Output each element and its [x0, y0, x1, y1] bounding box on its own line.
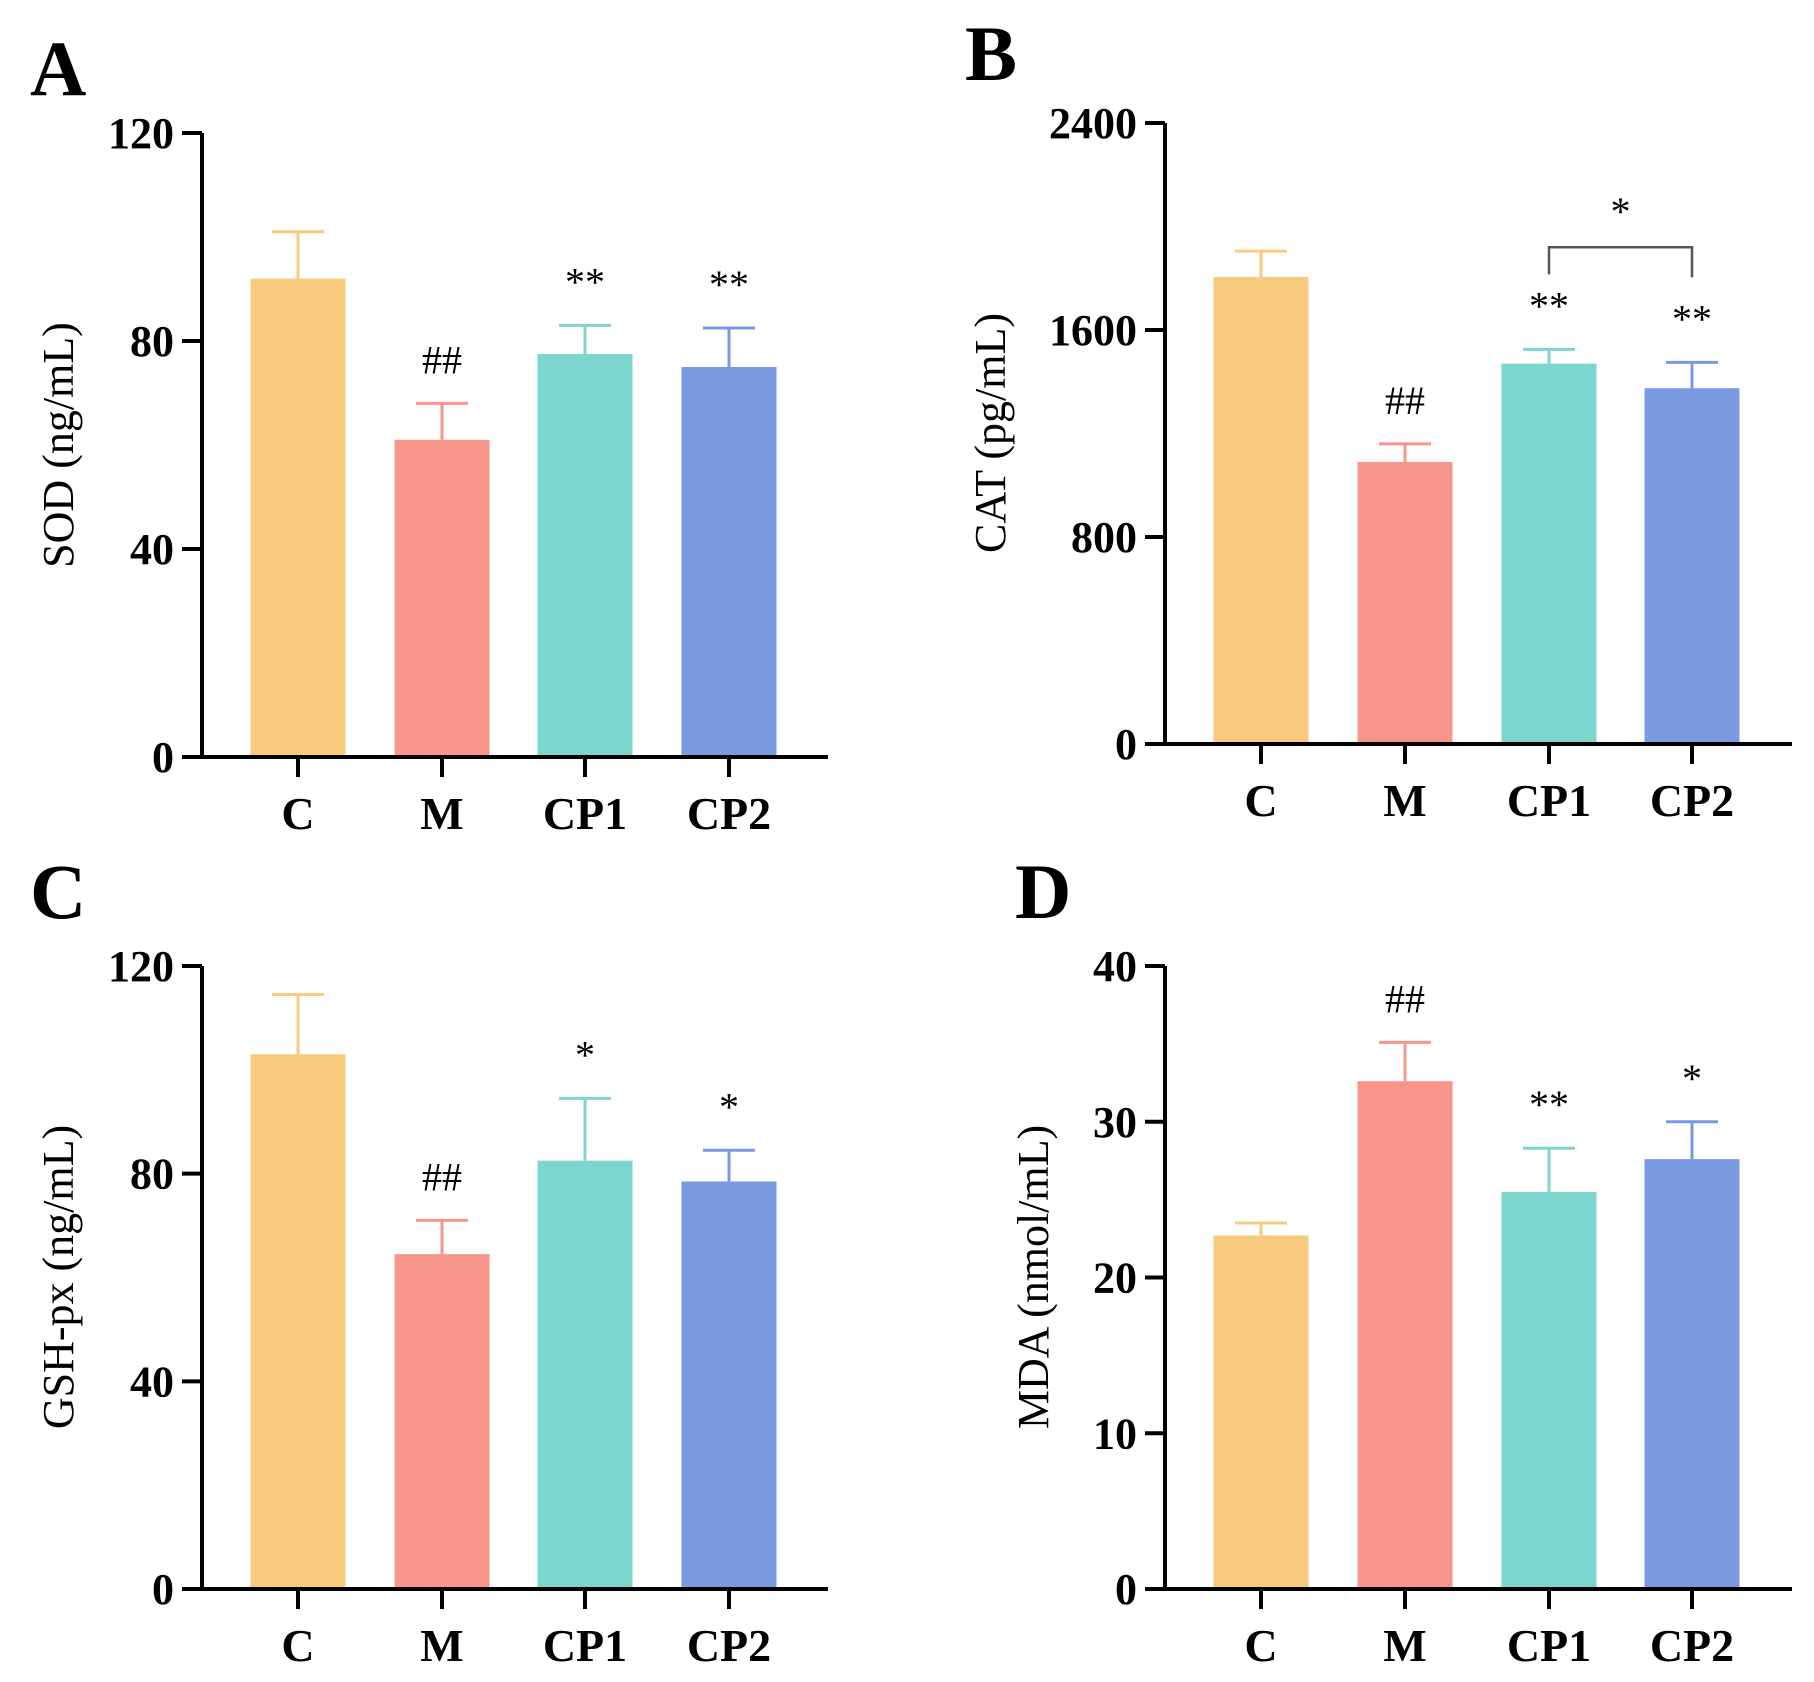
y-tick-label: 0 — [152, 733, 174, 782]
y-tick-label: 10 — [1093, 1409, 1137, 1458]
y-tick-label: 80 — [130, 317, 174, 366]
category-label-cp2: CP2 — [687, 788, 771, 839]
y-tick-label: 30 — [1093, 1098, 1137, 1147]
category-label-cp2: CP2 — [687, 1620, 771, 1671]
bar-cp1 — [1501, 1191, 1597, 1589]
category-label-cp2: CP2 — [1650, 1620, 1734, 1671]
category-label-cp1: CP1 — [1507, 775, 1591, 826]
panel-letter: B — [965, 10, 1017, 97]
y-tick-label: 40 — [1093, 942, 1137, 991]
chart-panel-C: C GSH-px (ng/mL) C ## M * CP1 * CP2 0 40 80 120 — [30, 848, 828, 1671]
significance-cp1: ** — [565, 259, 605, 304]
category-label-m: M — [420, 788, 463, 839]
significance-cp2: ** — [1672, 296, 1712, 341]
y-tick-label: 2400 — [1049, 99, 1137, 148]
chart-panel-B: B CAT (pg/mL) C ## M ** CP1 ** CP2 * 0 800 1600 2400 — [965, 10, 1792, 826]
category-label-c: C — [281, 1620, 314, 1671]
category-label-cp1: CP1 — [543, 788, 627, 839]
bar-cp2 — [681, 1181, 777, 1589]
significance-cp2: * — [719, 1084, 739, 1129]
y-axis-title: MDA (nmol/mL) — [1009, 1125, 1058, 1429]
bar-m — [394, 439, 490, 757]
category-label-cp2: CP2 — [1650, 775, 1734, 826]
y-tick-label: 20 — [1093, 1254, 1137, 1303]
y-tick-label: 0 — [152, 1565, 174, 1614]
bar-m — [1357, 461, 1453, 744]
significance-cp2: ** — [709, 262, 749, 307]
category-label-c: C — [281, 788, 314, 839]
bracket-label: * — [1611, 189, 1631, 234]
bar-cp1 — [537, 1160, 633, 1589]
comparison-bracket — [1547, 245, 1694, 278]
significance-cp2: * — [1682, 1056, 1702, 1101]
significance-m: ## — [1385, 976, 1425, 1021]
panel-letter: C — [30, 848, 86, 935]
bar-c — [1213, 276, 1309, 744]
y-axis-title: CAT (pg/mL) — [966, 313, 1015, 553]
bar-c — [1213, 1235, 1309, 1589]
y-tick-label: 0 — [1115, 1565, 1137, 1614]
bar-m — [1357, 1081, 1453, 1589]
significance-cp1: ** — [1529, 283, 1569, 328]
chart-panel-D: D MDA (nmol/mL) C ## M ** CP1 * CP2 0 10 20 30 40 — [1009, 848, 1792, 1671]
bar-cp2 — [1644, 1159, 1740, 1589]
panel-letter: D — [1015, 848, 1071, 935]
category-label-cp1: CP1 — [543, 1620, 627, 1671]
significance-m: ## — [422, 337, 462, 382]
significance-m: ## — [1385, 378, 1425, 423]
category-label-m: M — [420, 1620, 463, 1671]
bar-cp1 — [537, 354, 633, 757]
bar-m — [394, 1254, 490, 1589]
significance-cp1: * — [575, 1032, 595, 1077]
chart-panel-A: A SOD (ng/mL) C ## M ** CP1 ** CP2 0 40 80 120 — [30, 25, 828, 839]
y-tick-label: 40 — [130, 1357, 174, 1406]
category-label-m: M — [1383, 1620, 1426, 1671]
y-tick-label: 120 — [108, 942, 174, 991]
category-label-cp1: CP1 — [1507, 1620, 1591, 1671]
panel-letter: A — [30, 25, 86, 112]
y-tick-label: 1600 — [1049, 306, 1137, 355]
bar-cp1 — [1501, 363, 1597, 744]
y-axis-title: SOD (ng/mL) — [34, 322, 83, 568]
y-tick-label: 120 — [108, 109, 174, 158]
category-label-c: C — [1244, 775, 1277, 826]
category-label-m: M — [1383, 775, 1426, 826]
significance-cp1: ** — [1529, 1082, 1569, 1127]
bar-cp2 — [1644, 388, 1740, 744]
y-tick-label: 40 — [130, 525, 174, 574]
bar-c — [250, 278, 346, 757]
y-tick-label: 80 — [130, 1150, 174, 1199]
y-axis-title: GSH-px (ng/mL) — [34, 1125, 83, 1429]
y-tick-label: 0 — [1115, 720, 1137, 769]
bar-c — [250, 1054, 346, 1589]
significance-m: ## — [422, 1154, 462, 1199]
y-tick-label: 800 — [1071, 513, 1137, 562]
category-label-c: C — [1244, 1620, 1277, 1671]
bar-cp2 — [681, 367, 777, 757]
